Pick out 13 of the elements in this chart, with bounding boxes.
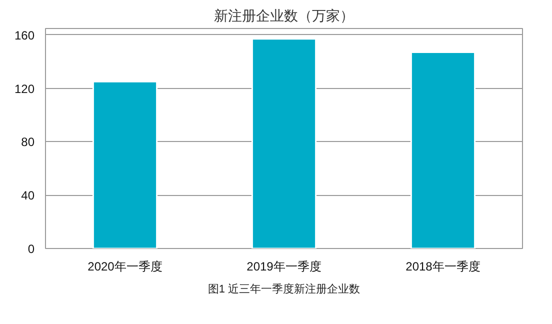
x-tick-label: 2020年一季度 — [88, 260, 162, 274]
y-tick-label: 160 — [14, 28, 35, 42]
bar — [410, 52, 476, 248]
caption: 图1 近三年一季度新注册企业数 — [208, 282, 360, 296]
y-tick-label: 80 — [21, 135, 35, 150]
x-tick-label: 2019年一季度 — [246, 260, 322, 274]
y-tick-label: 0 — [28, 242, 35, 256]
x-tick-label: 2018年一季度 — [406, 260, 480, 274]
bar — [251, 38, 317, 248]
chart-title: 新注册企业数（万家） — [214, 8, 354, 24]
y-tick-label: 120 — [14, 82, 35, 96]
y-tick-label: 40 — [21, 188, 35, 203]
bar — [92, 80, 158, 248]
